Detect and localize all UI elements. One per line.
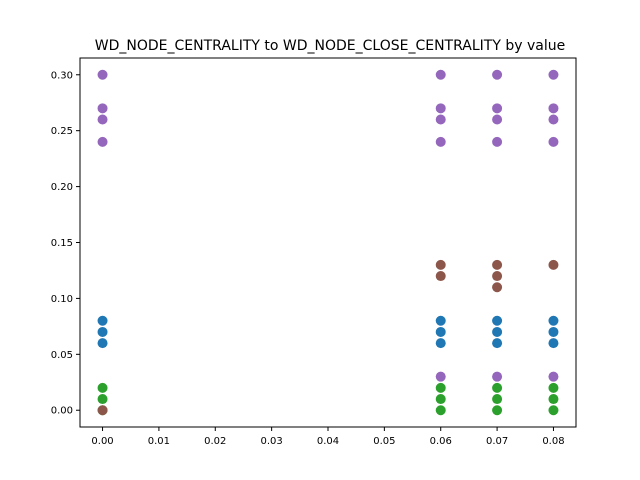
data-point [548,382,559,393]
data-point [435,338,446,349]
data-point [548,136,559,147]
data-point [492,326,503,337]
data-point [548,69,559,80]
x-tick-label: 0.01 [148,436,170,447]
point-series-1 [97,315,559,349]
x-tick-label: 0.00 [91,436,113,447]
data-point [435,394,446,405]
y-tick-label: 0.25 [51,126,73,137]
data-point [435,259,446,270]
data-point [97,394,108,405]
data-point [492,405,503,416]
data-point [97,382,108,393]
data-point [548,338,559,349]
data-point [435,371,446,382]
data-point [492,394,503,405]
data-point [435,315,446,326]
data-point [97,338,108,349]
data-point [492,371,503,382]
data-point [492,103,503,114]
data-point [435,405,446,416]
data-point [97,69,108,80]
y-axis: 0.00 0.05 0.10 0.15 0.20 0.25 0.30 [51,70,80,417]
data-point [435,114,446,125]
data-point [435,326,446,337]
x-tick-label: 0.05 [373,436,395,447]
data-point [97,103,108,114]
data-point [548,103,559,114]
data-point [97,315,108,326]
data-point [548,405,559,416]
data-point [435,69,446,80]
plot-points [97,69,559,416]
plot-area-frame [79,57,577,428]
data-point [492,136,503,147]
y-tick-label: 0.15 [51,238,73,249]
data-point [435,271,446,282]
data-point [97,136,108,147]
point-series-2 [97,382,559,416]
data-point [492,382,503,393]
x-tick-label: 0.02 [204,436,226,447]
y-tick-label: 0.05 [51,350,73,361]
data-point [97,114,108,125]
x-tick-label: 0.08 [542,436,564,447]
x-tick-label: 0.03 [261,436,283,447]
y-tick-label: 0.30 [51,70,73,81]
x-tick-label: 0.04 [317,436,339,447]
data-point [548,114,559,125]
data-point [548,371,559,382]
x-tick-label: 0.06 [430,436,452,447]
x-tick-label: 0.07 [486,436,508,447]
data-point [435,136,446,147]
point-series-3 [97,259,559,416]
data-point [97,405,108,416]
data-point [492,114,503,125]
y-tick-label: 0.20 [51,182,73,193]
data-point [492,338,503,349]
data-point [435,382,446,393]
y-tick-label: 0.10 [51,294,73,305]
data-point [492,259,503,270]
data-point [492,69,503,80]
data-point [548,326,559,337]
data-point [492,271,503,282]
data-point [548,259,559,270]
y-tick-label: 0.00 [51,406,73,417]
data-point [492,315,503,326]
data-point [492,282,503,293]
point-series-4 [97,69,559,382]
data-point [548,394,559,405]
x-axis: 0.00 0.01 0.02 0.03 0.04 0.05 0.06 0.07 0.08 [91,427,565,447]
chart-title: WD_NODE_CENTRALITY to WD_NODE_CLOSE_CENT… [95,38,565,54]
data-point [548,315,559,326]
data-point [97,326,108,337]
data-point [435,103,446,114]
